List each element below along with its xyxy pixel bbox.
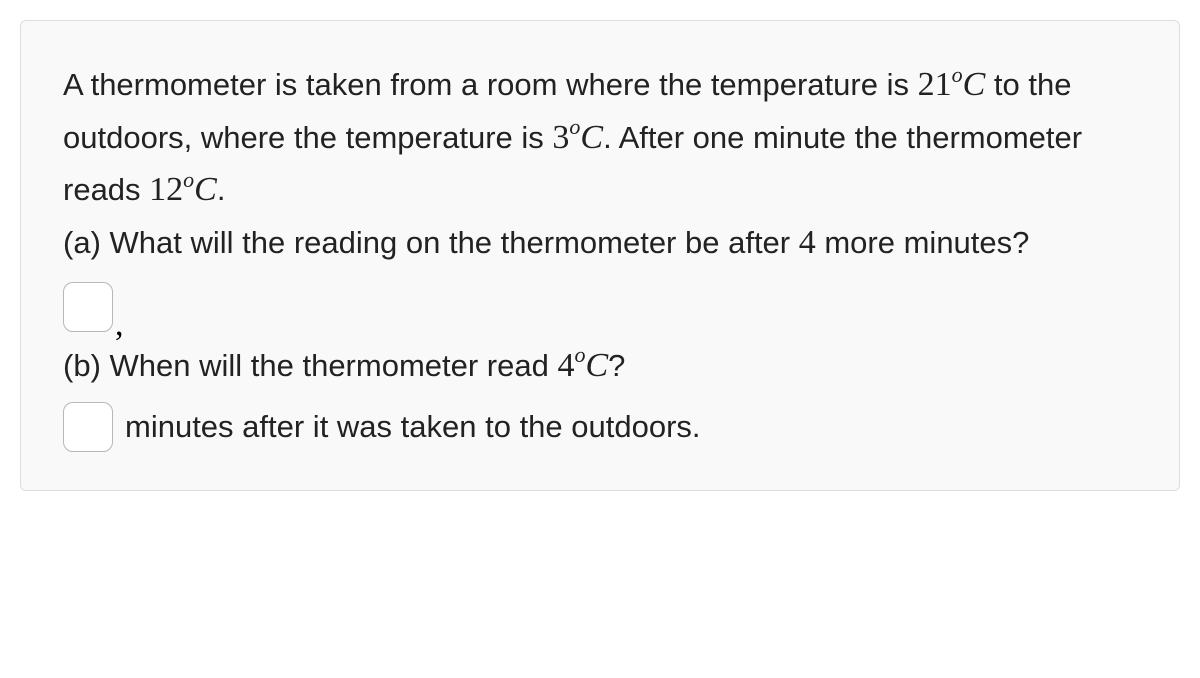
part-a-suffix: more minutes? bbox=[816, 225, 1030, 260]
intro-text-4: . bbox=[217, 172, 226, 207]
temp4-unit: C bbox=[585, 347, 608, 384]
temp2-unit: C bbox=[580, 119, 603, 156]
input-comma: , bbox=[115, 306, 124, 344]
temp1-degree: o bbox=[952, 62, 963, 87]
part-b-answer-input[interactable] bbox=[63, 402, 113, 452]
temp2-degree: o bbox=[569, 114, 580, 139]
temp4-degree: o bbox=[574, 342, 585, 367]
part-b-suffix: ? bbox=[608, 348, 625, 383]
temp3-value: 12 bbox=[149, 171, 183, 208]
temp3-unit: C bbox=[194, 171, 217, 208]
temp1-unit: C bbox=[963, 66, 986, 103]
temp4-value: 4 bbox=[557, 347, 574, 384]
part-a-label: (a) What will the reading on the thermom… bbox=[63, 225, 799, 260]
temp1-value: 21 bbox=[918, 66, 952, 103]
intro-text-1: A thermometer is taken from a room where… bbox=[63, 67, 918, 102]
part-b-answer-row: minutes after it was taken to the outdoo… bbox=[63, 402, 1137, 452]
part-a-number: 4 bbox=[799, 224, 816, 261]
part-b-question: (b) When will the thermometer read 4oC? bbox=[63, 340, 1137, 393]
part-b-label: (b) When will the thermometer read bbox=[63, 348, 557, 383]
temp3-degree: o bbox=[183, 167, 194, 192]
part-a-question: (a) What will the reading on the thermom… bbox=[63, 217, 1137, 270]
temp2-value: 3 bbox=[552, 119, 569, 156]
question-card: A thermometer is taken from a room where… bbox=[20, 20, 1180, 491]
part-b-answer-suffix: minutes after it was taken to the outdoo… bbox=[125, 409, 701, 445]
part-a-answer-row: , bbox=[63, 282, 1137, 332]
part-a-answer-input[interactable] bbox=[63, 282, 113, 332]
question-body: A thermometer is taken from a room where… bbox=[63, 59, 1137, 217]
